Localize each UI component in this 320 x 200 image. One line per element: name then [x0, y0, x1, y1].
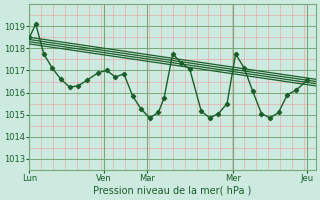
X-axis label: Pression niveau de la mer( hPa ): Pression niveau de la mer( hPa ) [93, 186, 252, 196]
